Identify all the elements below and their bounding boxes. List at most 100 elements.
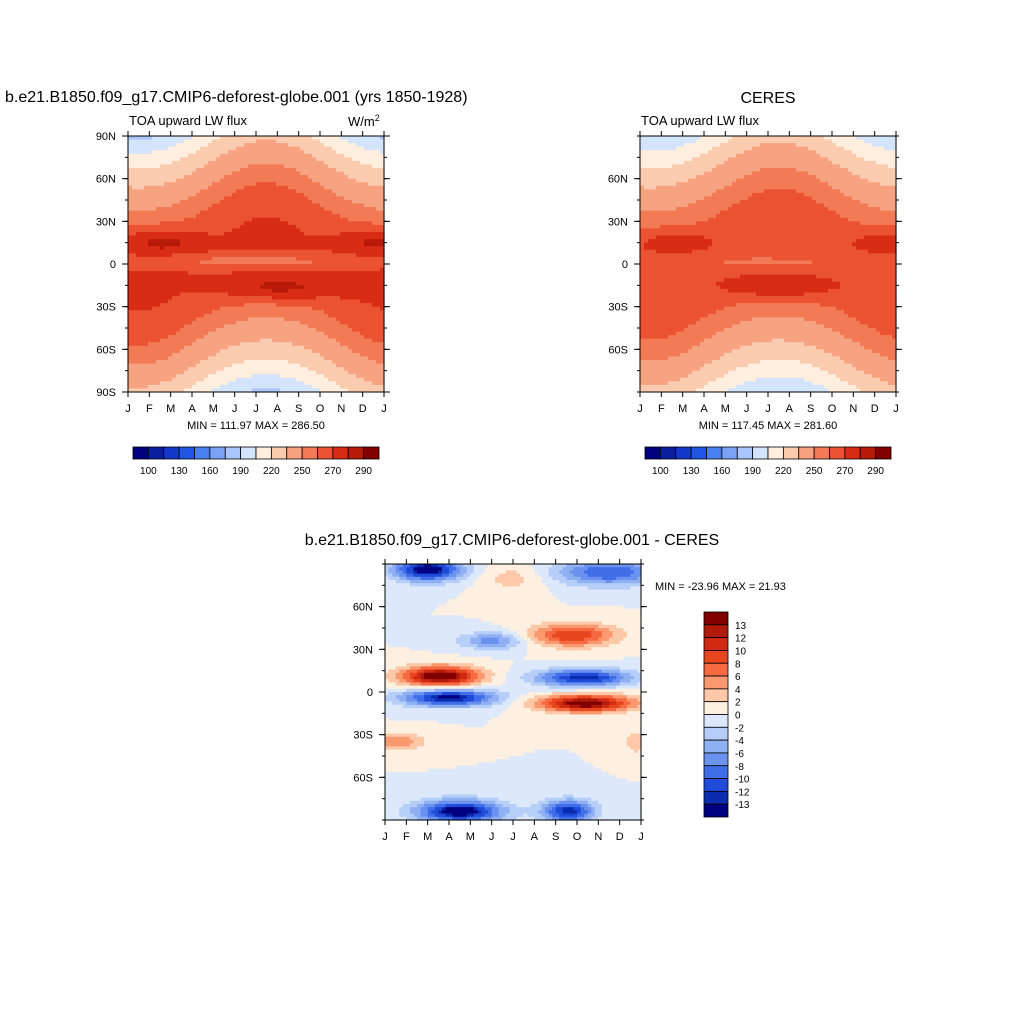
colorbar-label: 190 [232, 466, 249, 477]
field-cell [212, 278, 217, 282]
y-tick-label: 60S [96, 344, 116, 356]
field-cell [324, 271, 329, 275]
field-cell [348, 207, 353, 211]
field-cell [304, 236, 309, 240]
field-cell [140, 147, 145, 151]
field-cell [220, 278, 225, 282]
field-cell [348, 335, 353, 339]
field-cell [292, 175, 297, 179]
field-cell [744, 140, 749, 144]
field-cell [232, 168, 237, 172]
field-cell [292, 300, 297, 304]
field-cell [188, 289, 193, 293]
field-cell [312, 260, 317, 264]
field-cell [376, 246, 381, 250]
field-cell [264, 168, 269, 172]
field-cell [184, 378, 189, 382]
field-cell [236, 381, 241, 385]
field-cell [248, 189, 253, 193]
field-cell [244, 221, 249, 225]
field-cell [220, 239, 225, 243]
field-cell [336, 239, 341, 243]
field-cell [160, 275, 165, 279]
field-cell [148, 228, 153, 232]
field-cell [180, 232, 185, 236]
field-cell [288, 168, 293, 172]
field-cell [268, 360, 273, 364]
field-cell [240, 150, 245, 154]
field-cell [228, 164, 233, 168]
field-cell [168, 175, 173, 179]
field-cell [268, 335, 273, 339]
field-cell [152, 246, 157, 250]
field-cell [144, 374, 149, 378]
field-cell [356, 189, 361, 193]
field-cell [172, 257, 177, 261]
field-cell [304, 378, 309, 382]
field-cell [320, 150, 325, 154]
field-cell [212, 221, 217, 225]
field-cell [264, 349, 269, 353]
field-cell [148, 364, 153, 368]
field-cell [264, 307, 269, 311]
field-cell [348, 143, 353, 147]
field-cell [140, 346, 145, 350]
field-cell [376, 200, 381, 204]
field-cell [320, 307, 325, 311]
field-cell [128, 271, 133, 275]
field-cell [292, 179, 297, 183]
field-cell [184, 314, 189, 318]
field-cell [244, 353, 249, 357]
field-cell [352, 175, 357, 179]
field-cell [256, 282, 261, 286]
field-cell [176, 374, 181, 378]
field-cell [336, 182, 341, 186]
field-cell [224, 211, 229, 215]
field-cell [372, 239, 377, 243]
field-cell [868, 147, 873, 151]
field-cell [324, 353, 329, 357]
field-cell [212, 218, 217, 222]
field-cell [132, 172, 137, 176]
field-cell [132, 314, 137, 318]
field-cell [160, 349, 165, 353]
field-cell [376, 275, 381, 279]
field-cell [164, 303, 169, 307]
field-cell [324, 218, 329, 222]
field-cell [284, 264, 289, 268]
field-cell [284, 150, 289, 154]
field-cell [328, 225, 333, 229]
field-cell [264, 367, 269, 371]
field-cell [360, 300, 365, 304]
field-cell [196, 378, 201, 382]
field-cell [332, 303, 337, 307]
field-cell [232, 264, 237, 268]
field-cell [276, 381, 281, 385]
field-cell [192, 154, 197, 158]
field-cell [336, 321, 341, 325]
field-cell [340, 253, 345, 257]
field-cell [264, 218, 269, 222]
field-cell [260, 381, 265, 385]
field-cell [368, 303, 373, 307]
field-cell [260, 189, 265, 193]
field-cell [148, 307, 153, 311]
field-cell [192, 186, 197, 190]
field-cell [176, 175, 181, 179]
field-cell [288, 296, 293, 300]
field-cell [252, 374, 257, 378]
field-cell [216, 353, 221, 357]
field-cell [304, 221, 309, 225]
field-cell [240, 328, 245, 332]
field-cell [132, 147, 137, 151]
field-cell [196, 228, 201, 232]
field-cell [360, 161, 365, 165]
field-cell [204, 353, 209, 357]
field-cell [348, 310, 353, 314]
field-cell [360, 292, 365, 296]
field-cell [304, 196, 309, 200]
field-cell [132, 339, 137, 343]
field-cell [204, 371, 209, 375]
field-cell [164, 378, 169, 382]
field-cell [160, 246, 165, 250]
